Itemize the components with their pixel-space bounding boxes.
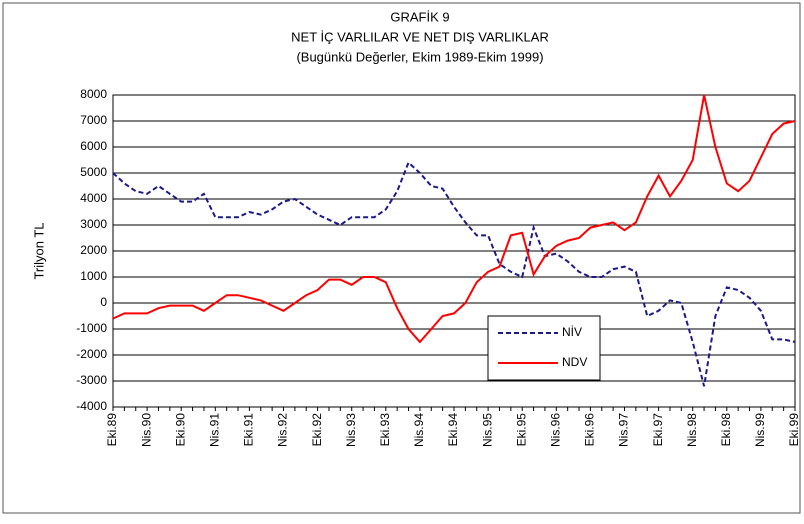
- x-tick-label: Nis.97: [617, 413, 631, 447]
- x-tick-label: Eki.92: [310, 413, 324, 447]
- y-tick-label: 6000: [80, 139, 107, 153]
- legend-box: [487, 315, 601, 381]
- legend-label: NİV: [562, 325, 582, 339]
- x-tick-label: Eki.99: [787, 413, 801, 447]
- y-tick-label: -3000: [76, 373, 107, 387]
- x-tick-label: Nis.94: [412, 413, 426, 447]
- chart-title: NET İÇ VARLILAR VE NET DIŞ VARLIKLAR: [291, 29, 549, 44]
- x-tick-label: Eki.98: [719, 413, 733, 447]
- series-line: [112, 94, 796, 344]
- y-tick-label: 8000: [80, 87, 107, 101]
- y-tick-label: 1000: [80, 269, 107, 283]
- y-tick-label: -2000: [76, 347, 107, 361]
- y-axis-label: Trilyon TL: [31, 222, 46, 279]
- x-tick-label: Eki.94: [446, 413, 460, 447]
- y-tick-label: 4000: [80, 191, 107, 205]
- x-tick-label: Eki.89: [105, 413, 119, 447]
- x-tick-label: Eki.97: [651, 413, 665, 447]
- chart-title: GRAFİK 9: [390, 9, 449, 24]
- x-tick-label: Nis.99: [753, 413, 767, 447]
- y-tick-label: 3000: [80, 217, 107, 231]
- x-tick-label: Nis.90: [139, 413, 153, 447]
- x-tick-label: Eki.96: [583, 413, 597, 447]
- y-tick-label: 5000: [80, 165, 107, 179]
- x-tick-label: Nis.91: [207, 413, 221, 447]
- y-tick-label: 2000: [80, 243, 107, 257]
- y-tick-label: -1000: [76, 321, 107, 335]
- legend-label: NDV: [562, 355, 587, 369]
- x-tick-label: Eki.93: [378, 413, 392, 447]
- y-tick-label: 0: [100, 295, 107, 309]
- x-tick-label: Eki.90: [173, 413, 187, 447]
- chart-title: (Bugünkü Değerler, Ekim 1989-Ekim 1999): [296, 49, 543, 64]
- series-line: [112, 160, 796, 387]
- y-tick-label: 7000: [80, 113, 107, 127]
- x-tick-label: Nis.92: [276, 413, 290, 447]
- x-tick-label: Nis.98: [685, 413, 699, 447]
- x-tick-label: Nis.96: [548, 413, 562, 447]
- x-tick-label: Nis.95: [480, 413, 494, 447]
- x-tick-label: Nis.93: [344, 413, 358, 447]
- x-tick-label: Eki.95: [514, 413, 528, 447]
- x-tick-label: Eki.91: [242, 413, 256, 447]
- y-tick-label: -4000: [76, 399, 107, 413]
